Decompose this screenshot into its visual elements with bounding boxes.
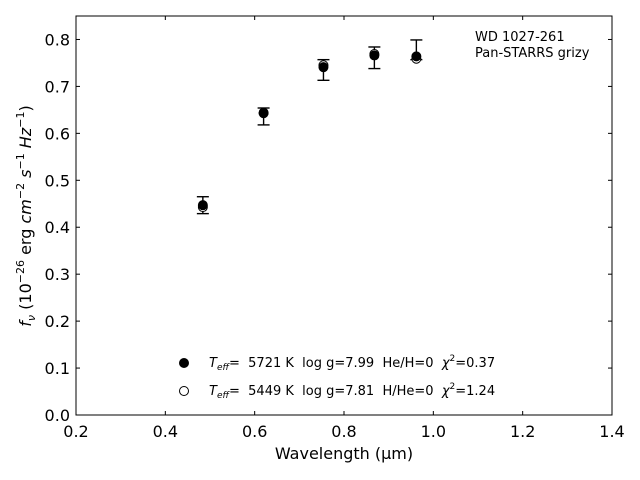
point-filled [258, 107, 269, 118]
point-filled [411, 51, 422, 62]
point-filled [369, 50, 380, 61]
y-tick-label: 0.7 [45, 77, 70, 96]
y-axis-label: fν (10−26 erg cm−2 s−1 Hz−1) [14, 105, 38, 326]
y-tick-label: 0.4 [45, 218, 70, 237]
legend-marker-open [179, 386, 189, 396]
legend-marker-filled [179, 358, 189, 368]
x-tick-label: 1.2 [510, 422, 535, 441]
x-tick-label: 0.6 [242, 422, 267, 441]
annotation-block: WD 1027-261 Pan-STARRS grizy [475, 30, 590, 61]
y-tick-label: 0.0 [45, 406, 70, 425]
x-tick-label: 0.4 [153, 422, 178, 441]
y-tick-label: 0.1 [45, 359, 70, 378]
markers [197, 49, 422, 213]
x-tick-label: 1.4 [599, 422, 624, 441]
plot-area [75, 15, 613, 416]
y-tick-label: 0.2 [45, 312, 70, 331]
x-tick-label: 0.2 [63, 422, 88, 441]
legend-label-filled: Teff= 5721 K log g=7.99 He/H=0 χ2=0.37 [209, 354, 495, 373]
y-tick-label: 0.8 [45, 30, 70, 49]
ticks: 0.2 0.4 0.6 0.8 1.0 1.2 1.4 0.0 0.1 0.2 0.3 0.4 0.5 0… [45, 16, 625, 441]
legend: Teff= 5721 K log g=7.99 He/H=0 χ2=0.37 T… [179, 354, 495, 401]
point-filled [197, 200, 208, 211]
point-filled [318, 62, 329, 73]
legend-label-open: Teff= 5449 K log g=7.81 H/He=0 χ2=1.24 [209, 382, 495, 401]
x-tick-label: 1.0 [421, 422, 446, 441]
annotation-survey: Pan-STARRS grizy [475, 46, 590, 61]
y-tick-label: 0.5 [45, 171, 70, 190]
x-tick-label: 0.8 [331, 422, 356, 441]
y-tick-label: 0.6 [45, 124, 70, 143]
y-tick-label: 0.3 [45, 265, 70, 284]
x-axis-label: Wavelength (μm) [275, 444, 413, 463]
annotation-star-name: WD 1027-261 [475, 30, 565, 45]
